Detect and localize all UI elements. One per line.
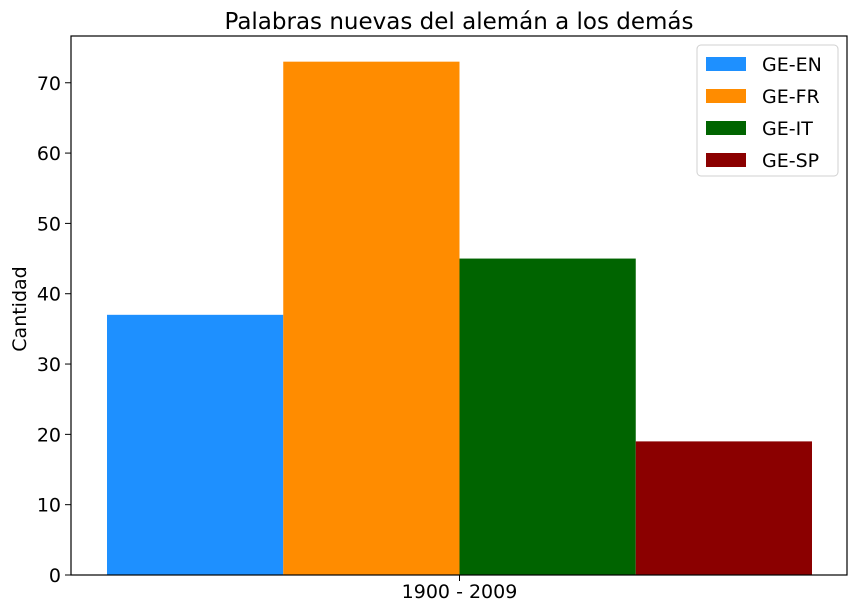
legend-label-ge-fr: GE-FR — [762, 86, 820, 108]
legend: GE-EN GE-FR GE-IT GE-SP — [696, 44, 839, 177]
y-ticks-layer: 0 10 20 30 40 50 60 70 — [37, 73, 71, 587]
legend-swatch-ge-fr — [706, 89, 746, 103]
bar-ge-en — [107, 314, 284, 575]
legend-label-ge-it: GE-IT — [762, 118, 813, 140]
x-tick-label: 1900 - 2009 — [402, 581, 518, 603]
bar-ge-it — [459, 258, 636, 575]
y-tick-label: 20 — [37, 424, 61, 446]
legend-swatch-ge-sp — [706, 153, 746, 167]
y-tick-label: 30 — [37, 354, 61, 376]
legend-label-ge-en: GE-EN — [762, 54, 822, 76]
x-ticks-layer: 1900 - 2009 — [402, 575, 518, 603]
plot-frame — [70, 35, 848, 576]
y-axis-label: Cantidad — [9, 266, 31, 351]
legend-swatch-ge-en — [706, 57, 746, 71]
legend-label-ge-sp: GE-SP — [762, 150, 819, 172]
bar-ge-fr — [283, 61, 460, 575]
legend-swatch-ge-it — [706, 121, 746, 135]
legend-frame — [696, 44, 839, 177]
y-tick-label: 0 — [49, 565, 61, 587]
y-tick-label: 50 — [37, 213, 61, 235]
y-tick-label: 60 — [37, 143, 61, 165]
chart-title: Palabras nuevas del alemán a los demás — [224, 9, 693, 35]
y-tick-label: 40 — [37, 284, 61, 306]
bars-layer — [107, 61, 812, 575]
bar-ge-sp — [635, 441, 812, 575]
y-tick-label: 70 — [37, 73, 61, 95]
y-tick-label: 10 — [37, 495, 61, 517]
